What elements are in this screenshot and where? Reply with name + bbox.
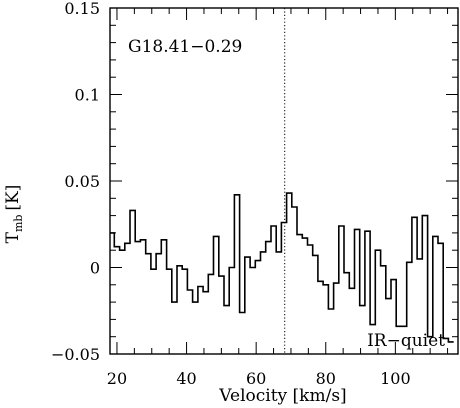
x-tick-label: 20 bbox=[107, 369, 127, 388]
plot-frame bbox=[109, 7, 459, 355]
y-tick-label: 0.15 bbox=[64, 0, 100, 18]
classification-label: IR−quiet bbox=[367, 331, 445, 351]
x-axis-title: Velocity [km/s] bbox=[218, 386, 346, 406]
svg-text:Tmb[K]: Tmb [K] bbox=[3, 185, 25, 244]
tick-marks bbox=[110, 7, 458, 355]
y-tick-label: 0.1 bbox=[75, 86, 100, 105]
x-tick-label: 60 bbox=[246, 369, 266, 388]
y-tick-label: 0 bbox=[90, 259, 100, 278]
spectrum-step-line bbox=[110, 192, 454, 343]
y-axis-title-sub: mb bbox=[12, 215, 25, 232]
y-axis-title-unit: [K] bbox=[3, 185, 23, 211]
x-tick-label: 40 bbox=[176, 369, 196, 388]
y-tick-label: −0.05 bbox=[51, 345, 100, 364]
source-name-label: G18.41−0.29 bbox=[128, 37, 242, 57]
y-tick-label: 0.05 bbox=[64, 172, 100, 191]
x-tick-label: 100 bbox=[380, 369, 411, 388]
tick-labels: 20 40 60 80 100 −0.05 0 0.05 0.1 0.15 bbox=[51, 0, 411, 388]
y-axis-title-main: T bbox=[3, 231, 23, 243]
y-axis-title: Tmb [K] bbox=[3, 185, 25, 244]
x-tick-label: 80 bbox=[316, 369, 336, 388]
